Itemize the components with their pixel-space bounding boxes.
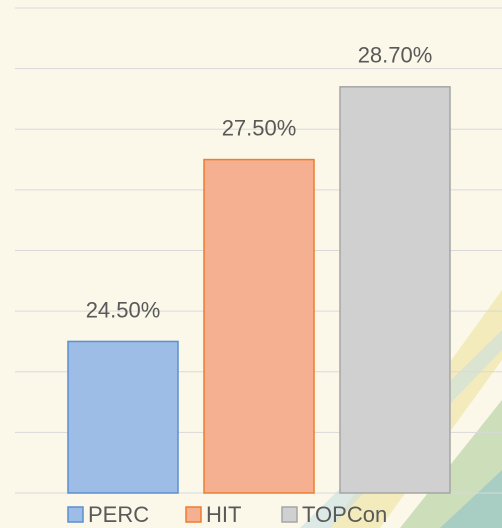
data-label: 27.50%	[222, 115, 297, 140]
legend-swatch	[67, 506, 84, 523]
bar	[67, 340, 179, 494]
legend-swatch	[281, 506, 298, 523]
data-label: 24.50%	[86, 297, 161, 322]
bar	[339, 86, 451, 494]
legend-label: TOPCon	[302, 502, 387, 527]
data-label: 28.70%	[358, 43, 433, 68]
legend-swatch	[185, 506, 202, 523]
bar	[203, 158, 315, 494]
legend-label: PERC	[88, 502, 149, 527]
legend-label: HIT	[206, 502, 241, 527]
